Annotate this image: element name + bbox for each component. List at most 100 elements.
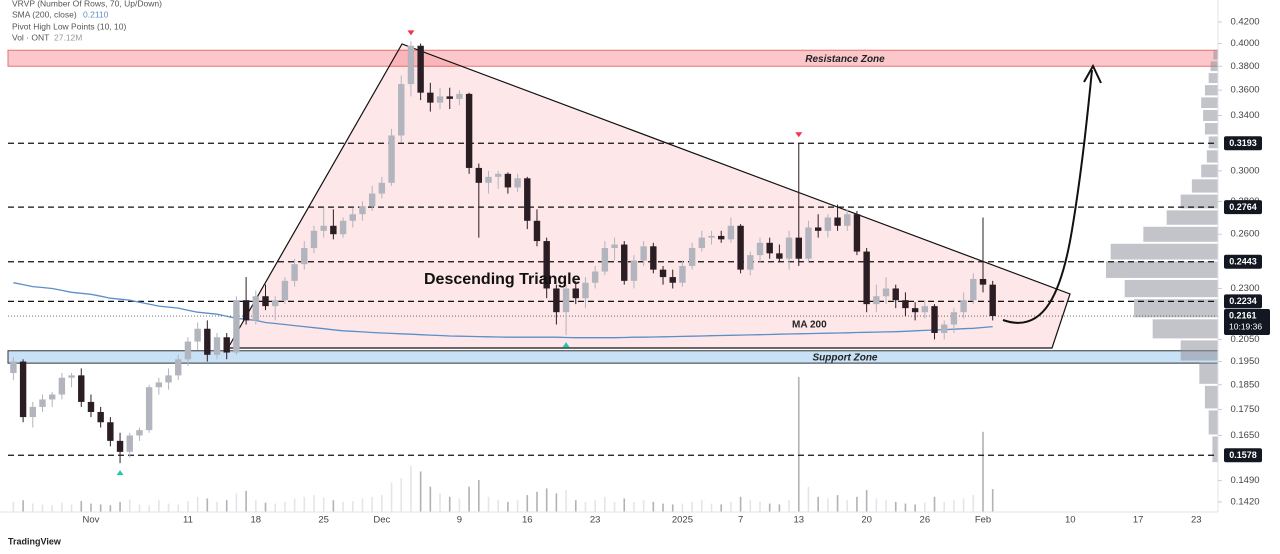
legend-entry: VRVP (Number Of Rows, 70, Up/Down) — [12, 0, 162, 8]
candle-body — [873, 296, 880, 305]
x-tick-label: 23 — [590, 515, 601, 526]
volume-bar — [128, 499, 131, 512]
volume-bar — [468, 486, 470, 512]
y-tick-label: 0.1490 — [1230, 475, 1259, 486]
volume-profile-bar — [1208, 410, 1218, 435]
volume-bar — [216, 501, 218, 512]
volume-bar — [681, 503, 684, 512]
candle-body — [504, 173, 512, 188]
volume-bar — [90, 503, 92, 512]
volume-bar — [914, 504, 916, 512]
candle-body — [10, 361, 17, 374]
candle-body — [892, 288, 899, 301]
level-box — [1224, 200, 1262, 215]
candle-body — [582, 282, 589, 299]
volume-bar — [342, 501, 344, 512]
volume-bar — [51, 505, 53, 512]
pivot-high — [407, 30, 415, 36]
candle-body — [553, 288, 560, 313]
volume-bar — [497, 500, 499, 512]
x-tick-label: 17 — [1133, 515, 1144, 526]
volume-bar — [652, 501, 655, 512]
volume-bar — [953, 500, 955, 512]
volume-bar — [303, 496, 306, 512]
x-tick-label: 26 — [920, 515, 931, 526]
y-tick-label: 0.4000 — [1230, 38, 1259, 49]
volume-profile-bar — [1124, 279, 1218, 298]
y-tick-label: 0.1950 — [1230, 356, 1259, 367]
pivot-high — [795, 132, 803, 138]
candle-body — [301, 248, 308, 265]
volume-bar — [390, 482, 393, 512]
volume-bar — [410, 465, 412, 512]
candle-body — [979, 278, 987, 285]
volume-bar — [313, 495, 315, 512]
zone — [7, 49, 1219, 67]
candle-body — [87, 401, 95, 412]
x-tick-label: 13 — [793, 515, 804, 526]
candle-body — [116, 440, 124, 452]
volume-bar — [613, 501, 616, 512]
y-tick-label: 0.2600 — [1230, 229, 1259, 240]
candle-body — [766, 242, 773, 254]
candle-body — [863, 251, 870, 305]
volume-bar — [924, 502, 926, 512]
y-tick-label: 0.1850 — [1230, 379, 1259, 390]
candle-body — [398, 84, 405, 136]
candle-body — [630, 260, 638, 281]
candle-body — [941, 324, 948, 333]
candle-body — [339, 220, 347, 235]
volume-bar — [167, 503, 170, 512]
volume-bar — [332, 500, 335, 512]
candle-body — [727, 225, 735, 240]
candle-body — [640, 246, 647, 261]
candle-body — [495, 173, 502, 177]
candle-body — [524, 178, 531, 221]
volume-profile-bar — [1180, 194, 1218, 209]
volume-bar — [875, 498, 878, 512]
volume-profile-bar — [1166, 210, 1218, 225]
brand: TradingView — [8, 536, 62, 546]
candle-body — [737, 225, 744, 270]
volume-bar — [158, 500, 160, 512]
candle-body — [155, 382, 163, 388]
volume-bar — [662, 503, 664, 512]
volume-bar — [322, 497, 325, 512]
candle-body — [29, 406, 36, 418]
volume-profile-bar — [1210, 61, 1218, 72]
sma-label: MA 200 — [792, 320, 827, 331]
candle-body — [853, 214, 861, 252]
candle-body — [359, 206, 366, 215]
volume-bar — [187, 501, 189, 512]
candle-body — [136, 430, 143, 436]
volume-bar — [138, 504, 141, 512]
candle-body — [281, 280, 289, 301]
volume-bar — [623, 498, 626, 512]
volume-profile-bar — [1134, 299, 1218, 318]
candle-body — [68, 375, 75, 378]
volume-bar — [22, 500, 24, 512]
volume-bar — [31, 503, 34, 512]
volume-bar — [458, 498, 461, 512]
candle-body — [844, 214, 851, 226]
volume-bar — [788, 500, 790, 512]
volume-bar — [768, 503, 771, 512]
candle-body — [669, 277, 676, 283]
volume-bar — [574, 500, 577, 512]
volume-bar — [904, 503, 907, 512]
volume-bar — [400, 478, 403, 512]
candle-body — [271, 300, 279, 307]
volume-profile-bar — [1110, 243, 1218, 260]
candle-body — [650, 246, 657, 270]
volume-bar — [933, 496, 936, 512]
candle-body — [989, 284, 996, 317]
volume-bar — [235, 493, 238, 512]
volume-bar — [604, 496, 606, 512]
candle-body — [242, 300, 250, 321]
candle-body — [931, 306, 938, 333]
volume-bar — [196, 496, 199, 512]
candle-body — [776, 253, 783, 259]
level-box — [1224, 254, 1262, 269]
volume-bar — [836, 495, 839, 512]
level-label: 0.2234 — [1229, 296, 1257, 306]
